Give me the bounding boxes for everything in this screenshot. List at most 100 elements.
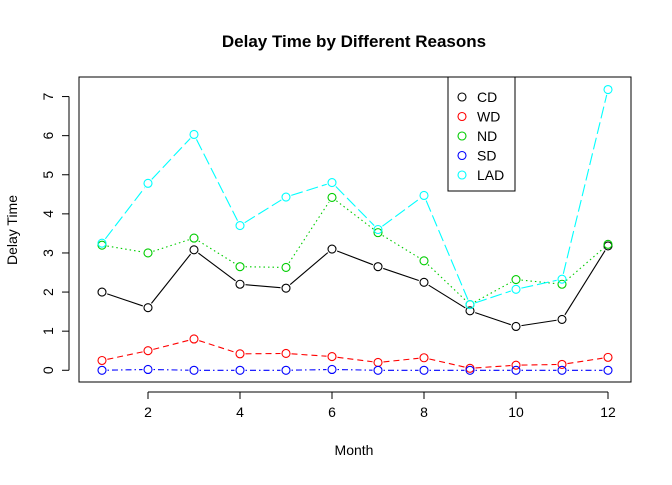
series-line-segment [291,184,327,195]
data-point [190,335,198,343]
data-point [190,246,198,254]
data-point [144,347,152,355]
series-lad [98,86,612,309]
series-line-segment [107,352,142,359]
series-line-segment [521,364,556,365]
legend-label: WD [477,109,500,125]
x-tick-label: 12 [600,404,616,420]
y-tick-label: 0 [40,366,56,374]
data-point [466,364,474,372]
series-line-segment [382,199,419,226]
data-point [604,353,612,361]
series-line-segment [199,241,236,264]
data-point [558,366,566,374]
chart-title: Delay Time by Different Reasons [222,32,486,51]
series-line-segment [153,340,188,349]
series-nd [98,193,612,308]
series-line-segment [426,201,468,300]
data-point [512,322,520,330]
y-tick-label: 7 [40,92,56,100]
data-point [374,366,382,374]
series-line-segment [291,370,326,371]
data-point [282,263,290,271]
data-point [98,356,106,364]
series-cd [98,242,612,331]
y-tick-label: 1 [40,327,56,335]
series-line-segment [383,358,418,362]
legend-label: SD [477,148,496,164]
series-line-segment [475,313,511,325]
series-line-segment [153,370,188,371]
data-point [144,179,152,187]
series-line-segment [196,139,237,220]
series-line-segment [429,285,466,308]
y-tick-label: 4 [40,210,56,218]
data-point [282,193,290,201]
data-point [558,275,566,283]
data-point [420,366,428,374]
series-line-segment [521,280,556,288]
y-tick-label: 6 [40,132,56,140]
series-wd [98,335,612,372]
series-line-segment [567,358,602,363]
series-line-segment [107,246,142,252]
data-point [328,179,336,187]
series-line-segment [289,202,329,263]
data-point [420,354,428,362]
data-point [98,288,106,296]
x-tick-label: 2 [144,404,152,420]
series-line-segment [475,366,510,368]
series-line-segment [565,251,605,315]
series-line-segment [245,285,280,288]
data-point [420,191,428,199]
data-point [236,222,244,230]
x-tick-label: 6 [328,404,336,420]
series-line-segment [290,253,328,285]
data-point [328,245,336,253]
series-line-segment [336,201,373,230]
series-line-segment [383,268,419,280]
series-line-segment [291,354,326,356]
x-tick-label: 4 [236,404,244,420]
series-line-segment [383,235,420,257]
series-group [98,86,612,375]
series-line-segment [152,138,190,179]
y-tick-label: 3 [40,249,56,257]
legend-label: CD [477,89,497,105]
data-point [144,365,152,373]
legend-label: LAD [477,167,504,183]
data-point [98,239,106,247]
series-line-segment [105,188,144,239]
data-point [604,366,612,374]
data-point [512,276,520,284]
series-line-segment [198,253,235,281]
data-point [466,366,474,374]
x-tick-label: 10 [508,404,524,420]
data-point [190,366,198,374]
series-line-segment [151,254,190,303]
series-line-segment [245,200,282,223]
series-sd [98,365,612,374]
series-line-segment [153,240,189,251]
series-line-segment [107,294,143,306]
series-line-segment [245,267,280,268]
series-line-segment [521,320,556,325]
data-point [604,86,612,94]
data-point [190,130,198,138]
series-line-segment [566,248,604,281]
data-point [144,249,152,257]
series-line-segment [475,291,511,303]
x-tick-label: 8 [420,404,428,420]
series-line-segment [337,357,372,361]
data-point [512,285,520,293]
data-point [236,366,244,374]
data-point [282,349,290,357]
data-point [328,365,336,373]
data-point [512,366,520,374]
data-point [420,278,428,286]
data-point [236,263,244,271]
series-line-segment [336,187,374,226]
x-axis-label: Month [335,442,374,458]
